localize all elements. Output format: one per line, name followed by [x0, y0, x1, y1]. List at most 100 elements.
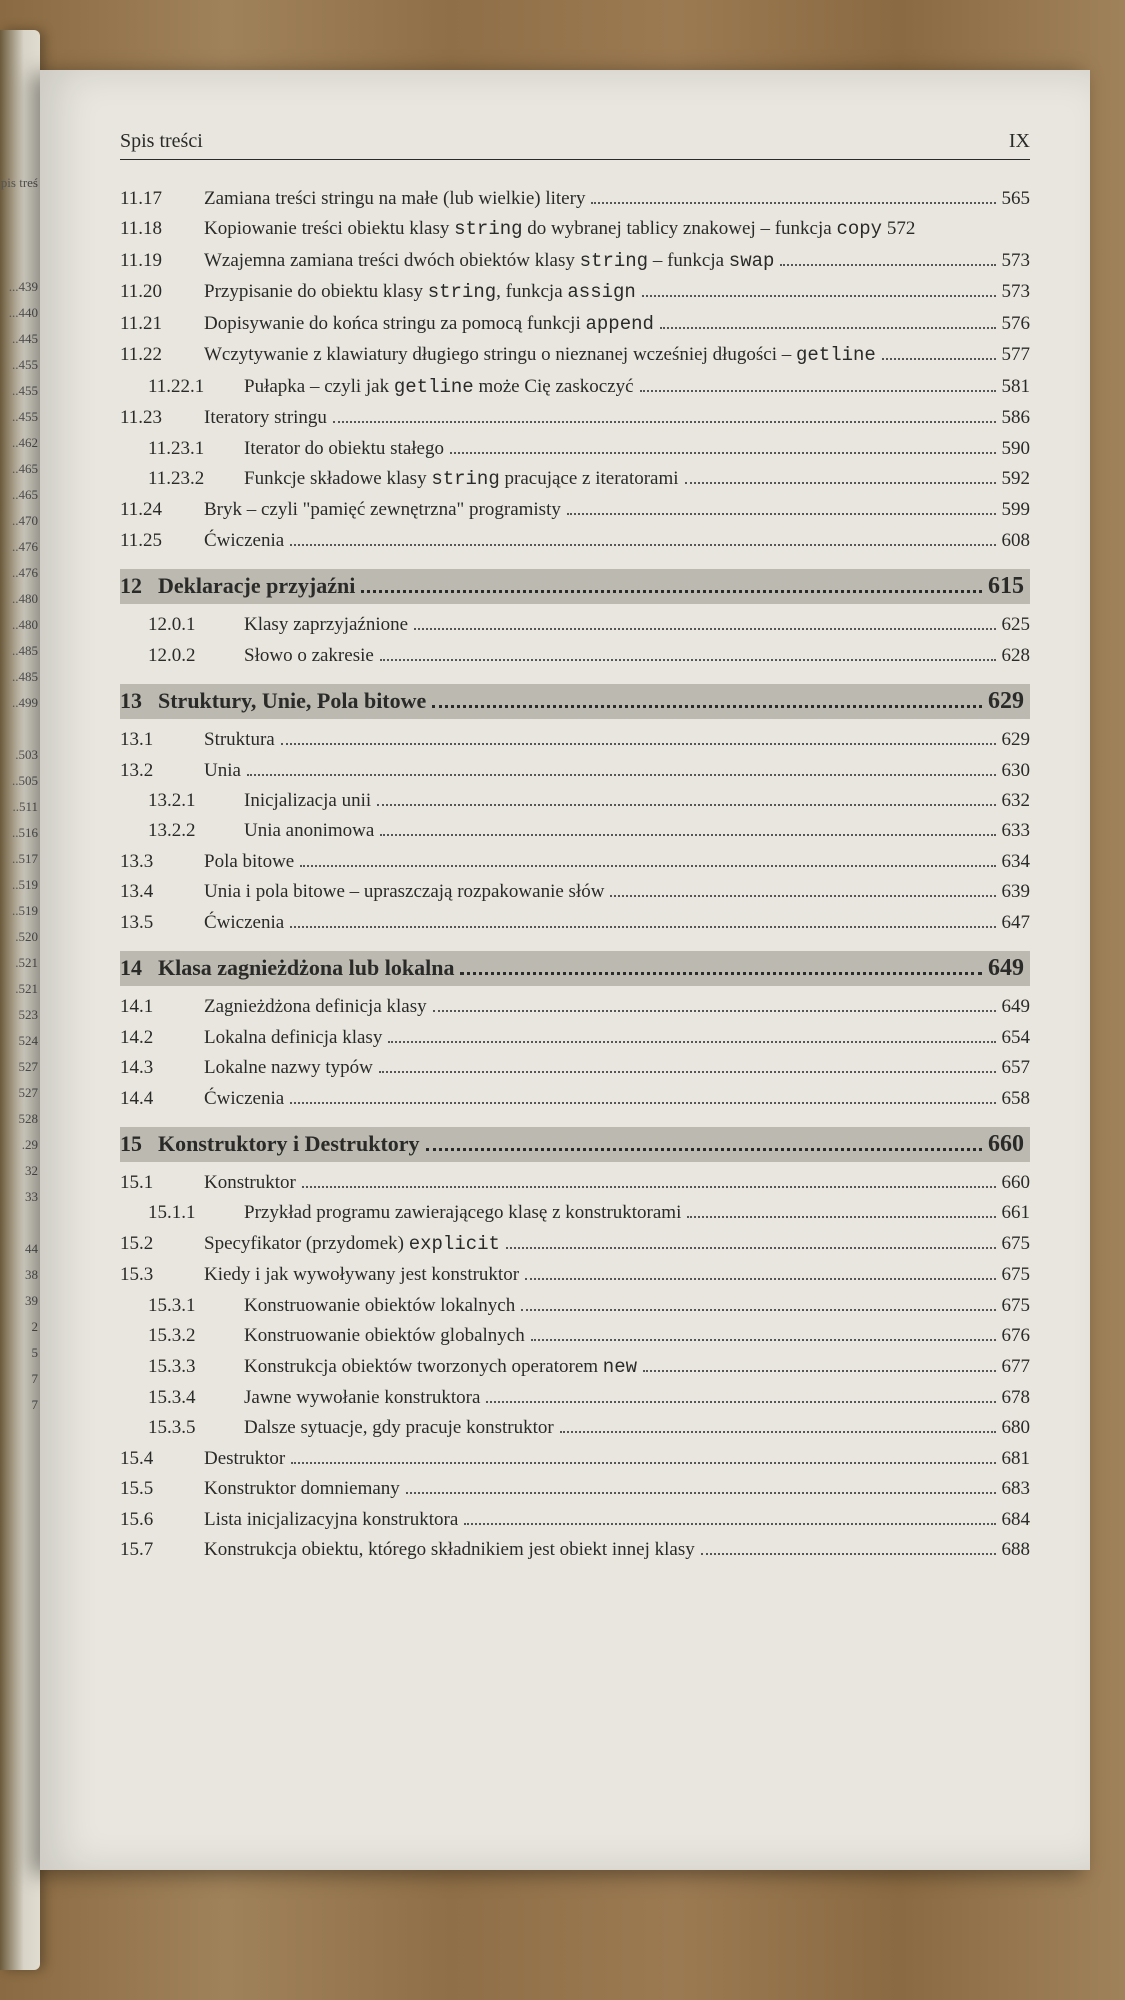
entry-page: 649 [1002, 992, 1031, 1021]
previous-page-peek: pis treś ...439 ...440 ..445 ..455 ..455… [1, 170, 38, 1418]
entry-page: 573 [1002, 246, 1031, 275]
entry-page: 639 [1002, 877, 1031, 906]
entry-number: 11.18 [120, 214, 190, 243]
entry-number: 15.5 [120, 1474, 190, 1503]
entry-label: Iteratory stringu [204, 403, 327, 432]
entry-label: Ćwiczenia [204, 1084, 284, 1113]
entry-label: Jawne wywołanie konstruktora [244, 1383, 480, 1412]
entry-number: 13.4 [120, 877, 190, 906]
entry-number: 15.1.1 [120, 1198, 230, 1227]
leader-dots [685, 482, 996, 484]
leader-dots [642, 295, 996, 297]
entry-page: 581 [1002, 372, 1031, 401]
entry-number: 13.2 [120, 756, 190, 785]
toc-entry: 11.23.1 Iterator do obiektu stałego 590 [120, 434, 1030, 463]
entry-page: 675 [1002, 1229, 1031, 1258]
entry-number: 12 [120, 573, 154, 599]
header-page-number: IX [1009, 130, 1030, 153]
entry-page: 590 [1002, 434, 1031, 463]
entry-page: 675 [1002, 1260, 1031, 1289]
entry-number: 15.4 [120, 1444, 190, 1473]
entry-label: Lista inicjalizacyjna konstruktora [204, 1505, 458, 1534]
leader-dots [560, 1431, 996, 1433]
toc-entry: 11.23Iteratory stringu586 [120, 403, 1030, 432]
leader-dots [281, 743, 996, 745]
entry-number: 13.5 [120, 908, 190, 937]
leader-dots [290, 544, 995, 546]
entry-label: Zagnieżdżona definicja klasy [204, 992, 427, 1021]
entry-page: 629 [1002, 725, 1031, 754]
toc-entry: 15.1Konstruktor660 [120, 1168, 1030, 1197]
entry-label: Ćwiczenia [204, 908, 284, 937]
toc-entry: 11.19Wzajemna zamiana treści dwóch obiek… [120, 246, 1030, 276]
entry-number: 15.3 [120, 1260, 190, 1289]
entry-number: 14.3 [120, 1053, 190, 1082]
leader-dots [567, 513, 996, 515]
entry-label: Konstruowanie obiektów lokalnych [244, 1291, 515, 1320]
entry-label: Słowo o zakresie [244, 641, 374, 670]
entry-page: 649 [988, 955, 1024, 982]
leader-dots [247, 774, 996, 776]
entry-page: 680 [1002, 1413, 1031, 1442]
entry-page: 592 [1002, 464, 1031, 493]
entry-number: 13.1 [120, 725, 190, 754]
leader-dots [406, 1492, 996, 1494]
toc-entry: 15.2Specyfikator (przydomek) explicit675 [120, 1229, 1030, 1259]
entry-number: 15.3.5 [120, 1413, 230, 1442]
chapter-heading: 15Konstruktory i Destruktory660 [120, 1127, 1030, 1162]
page-header: Spis treści IX [120, 130, 1030, 153]
toc-entry: 11.18Kopiowanie treści obiektu klasy str… [120, 214, 1030, 244]
leader-dots [486, 1401, 995, 1403]
toc-entry: 13.1 Struktura 629 [120, 725, 1030, 754]
entry-number: 15.3.3 [120, 1352, 230, 1381]
leader-dots [882, 358, 996, 360]
entry-label: Konstruktor domniemany [204, 1474, 400, 1503]
leader-dots [290, 1102, 995, 1104]
entry-label: Przykład programu zawierającego klasę z … [244, 1198, 681, 1227]
toc-entry: 15.3.5Dalsze sytuacje, gdy pracuje konst… [120, 1413, 1030, 1442]
entry-number: 11.19 [120, 246, 190, 275]
toc-entry: 12.0.1Klasy zaprzyjaźnione625 [120, 610, 1030, 639]
leader-dots [525, 1278, 995, 1280]
entry-number: 15.3.4 [120, 1383, 230, 1412]
leader-dots [414, 628, 995, 630]
entry-page: 688 [1002, 1535, 1031, 1564]
entry-number: 15.1 [120, 1168, 190, 1197]
toc-entry: 14.4Ćwiczenia658 [120, 1084, 1030, 1113]
entry-label: Pola bitowe [204, 847, 294, 876]
entry-page: 628 [1002, 641, 1031, 670]
toc-entry: 11.24Bryk – czyli "pamięć zewnętrzna" pr… [120, 495, 1030, 524]
entry-label: Konstrukcja obiektu, którego składnikiem… [204, 1535, 695, 1564]
leader-dots [302, 1186, 996, 1188]
toc-entry: 11.22Wczytywanie z klawiatury długiego s… [120, 340, 1030, 370]
entry-number: 11.23.2 [120, 464, 230, 493]
toc-entry: 15.3.3 Konstrukcja obiektów tworzonych op… [120, 1352, 1030, 1382]
entry-number: 13.2.2 [120, 816, 230, 845]
toc-entry: 14.1 Zagnieżdżona definicja klasy 649 [120, 992, 1030, 1021]
toc-entry: 15.3.4Jawne wywołanie konstruktora678 [120, 1383, 1030, 1412]
leader-dots [464, 1523, 995, 1525]
leader-dots [426, 1148, 982, 1151]
entry-label: Struktura [204, 725, 275, 754]
entry-label: Funkcje składowe klasy string pracujące … [244, 464, 679, 494]
entry-label: Inicjalizacja unii [244, 786, 371, 815]
leader-dots [640, 390, 996, 392]
entry-label: Iterator do obiektu stałego [244, 434, 444, 463]
table-of-contents: 11.17Zamiana treści stringu na małe (lub… [120, 184, 1030, 1565]
entry-number: 11.23.1 [120, 434, 230, 463]
entry-page: 683 [1002, 1474, 1031, 1503]
leader-dots [780, 264, 995, 266]
entry-number: 14.1 [120, 992, 190, 1021]
entry-page: 586 [1002, 403, 1031, 432]
entry-page: 660 [1002, 1168, 1031, 1197]
entry-label: Zamiana treści stringu na małe (lub wiel… [204, 184, 585, 213]
leader-dots [450, 452, 996, 454]
entry-page: 633 [1002, 816, 1031, 845]
entry-number: 14.4 [120, 1084, 190, 1113]
entry-label: Wczytywanie z klawiatury długiego string… [204, 340, 876, 370]
leader-dots [300, 865, 995, 867]
entry-page: 608 [1002, 526, 1031, 555]
entry-number: 11.25 [120, 526, 190, 555]
entry-label: Konstrukcja obiektów tworzonych operator… [244, 1352, 637, 1382]
toc-entry: 13.3Pola bitowe634 [120, 847, 1030, 876]
